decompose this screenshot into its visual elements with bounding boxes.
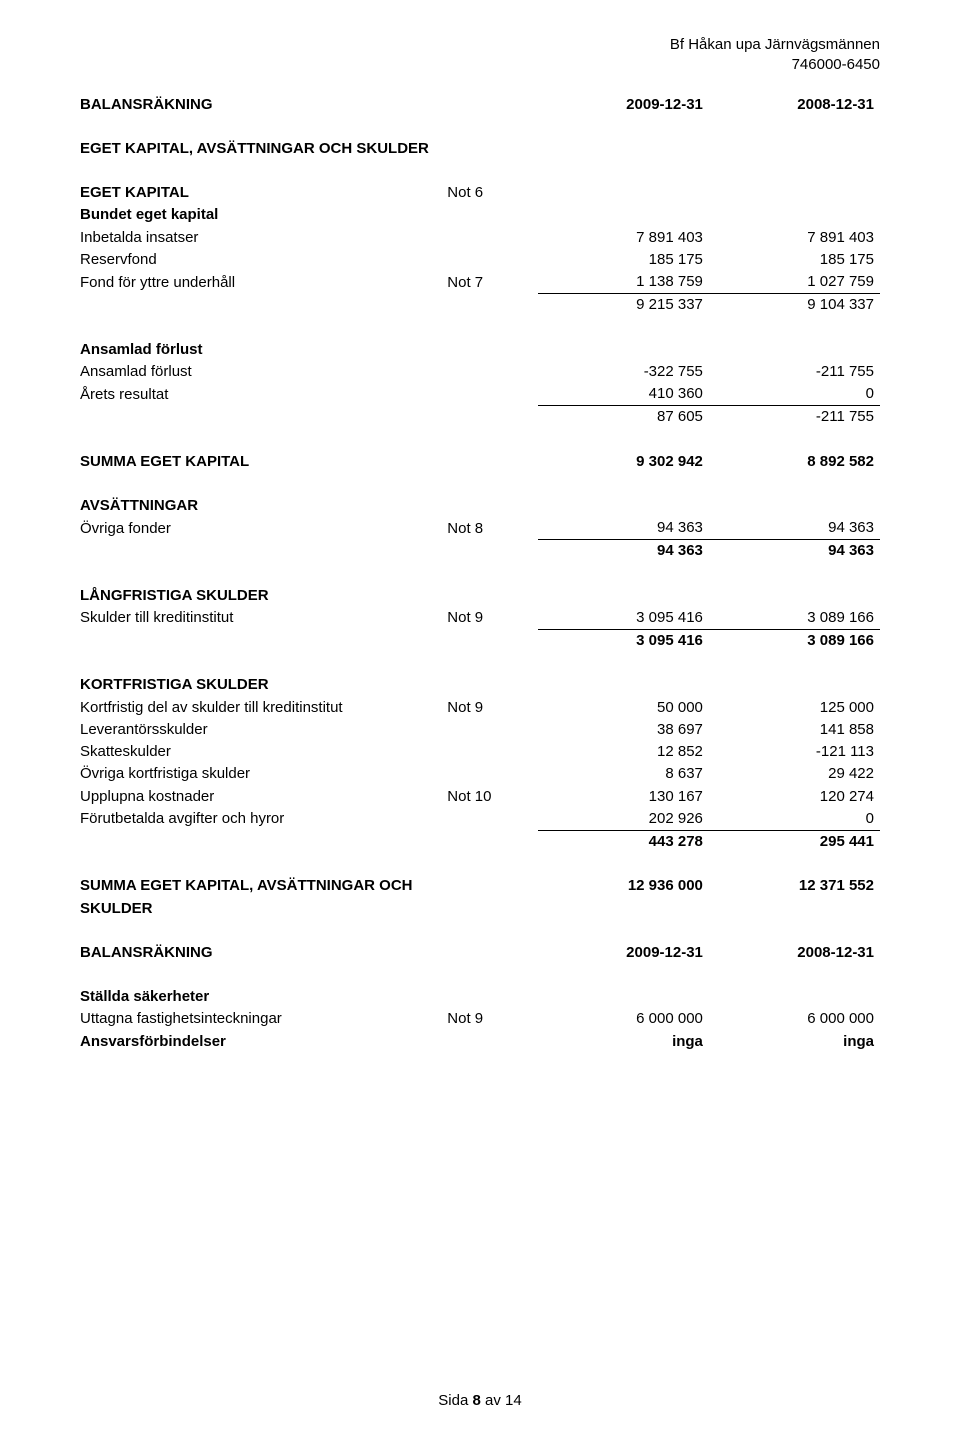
row-value: 12 852: [538, 741, 709, 763]
row-value: 130 167: [538, 786, 709, 808]
note-7: Not 7: [447, 271, 538, 294]
row-label: Förutbetalda avgifter och hyror: [80, 808, 447, 831]
row-value: 1 027 759: [709, 271, 880, 294]
row-value: -121 113: [709, 741, 880, 763]
subtotal: 9 104 337: [709, 294, 880, 317]
subtotal: 94 363: [709, 540, 880, 563]
row-value: 29 422: [709, 763, 880, 785]
row-value: 410 360: [538, 383, 709, 406]
avsattningar-title: AVSÄTTNINGAR: [80, 495, 880, 517]
kortfristiga-title: KORTFRISTIGA SKULDER: [80, 674, 880, 696]
title-balansrakning: BALANSRÄKNING: [80, 94, 447, 116]
row-label: Upplupna kostnader: [80, 786, 447, 808]
row-value: 0: [709, 383, 880, 406]
summa-total-title-l1: SUMMA EGET KAPITAL, AVSÄTTNINGAR OCH: [80, 875, 447, 897]
row-value: 8 637: [538, 763, 709, 785]
note-9b: Not 9: [447, 697, 538, 719]
subtotal: 3 095 416: [538, 630, 709, 653]
row-value: 38 697: [538, 719, 709, 741]
note-9c: Not 9: [447, 1008, 538, 1030]
footer-page: 8: [472, 1392, 480, 1409]
page-footer: Sida 8 av 14: [0, 1392, 960, 1409]
summa-eget-kapital-title: SUMMA EGET KAPITAL: [80, 451, 447, 473]
total-value: 12 936 000: [538, 875, 709, 897]
total-value: 9 302 942: [538, 451, 709, 473]
row-value: 1 138 759: [538, 271, 709, 294]
row-value: -322 755: [538, 361, 709, 383]
row-value: 0: [709, 808, 880, 831]
org-number: 746000-6450: [80, 55, 880, 75]
title-balansrakning-2: BALANSRÄKNING: [80, 942, 447, 964]
note-10: Not 10: [447, 786, 538, 808]
ansamlad-forlust-title: Ansamlad förlust: [80, 339, 880, 361]
row-value: 6 000 000: [709, 1008, 880, 1030]
subtotal: 94 363: [538, 540, 709, 563]
note-8: Not 8: [447, 517, 538, 540]
row-value: 94 363: [538, 517, 709, 540]
row-value: inga: [538, 1031, 709, 1053]
company-name: Bf Håkan upa Järnvägsmännen: [80, 35, 880, 55]
balance-table: BALANSRÄKNING 2009-12-31 2008-12-31 EGET…: [80, 94, 880, 1053]
subtotal: 295 441: [709, 831, 880, 854]
row-label: Leverantörsskulder: [80, 719, 447, 741]
note-9: Not 9: [447, 607, 538, 630]
document-header: Bf Håkan upa Järnvägsmännen 746000-6450: [80, 35, 880, 76]
summa-total-title-l2: SKULDER: [80, 898, 447, 920]
total-value: 12 371 552: [709, 875, 880, 897]
subtotal: 87 605: [538, 406, 709, 429]
section-title: EGET KAPITAL, AVSÄTTNINGAR OCH SKULDER: [80, 138, 880, 160]
row-value: 6 000 000: [538, 1008, 709, 1030]
row-label: Skatteskulder: [80, 741, 447, 763]
row-value: 141 858: [709, 719, 880, 741]
row-label: Uttagna fastighetsinteckningar: [80, 1008, 447, 1030]
note-6: Not 6: [447, 182, 538, 204]
row-value: inga: [709, 1031, 880, 1053]
row-label: Kortfristig del av skulder till kreditin…: [80, 697, 447, 719]
subtotal: -211 755: [709, 406, 880, 429]
subtotal: 443 278: [538, 831, 709, 854]
row-label: Övriga kortfristiga skulder: [80, 763, 447, 785]
date-col1-b: 2009-12-31: [538, 942, 709, 964]
stallda-sakerheter-title: Ställda säkerheter: [80, 986, 880, 1008]
row-value: 3 095 416: [538, 607, 709, 630]
date-col1: 2009-12-31: [538, 94, 709, 116]
page: Bf Håkan upa Järnvägsmännen 746000-6450 …: [0, 0, 960, 1447]
row-label: Fond för yttre underhåll: [80, 271, 447, 294]
row-value: 94 363: [709, 517, 880, 540]
row-label: Övriga fonder: [80, 517, 447, 540]
row-value: 7 891 403: [538, 227, 709, 249]
row-value: 125 000: [709, 697, 880, 719]
subtotal: 9 215 337: [538, 294, 709, 317]
row-label: Reservfond: [80, 249, 447, 271]
row-label: Inbetalda insatser: [80, 227, 447, 249]
row-label: Ansvarsförbindelser: [80, 1031, 447, 1053]
subtotal: 3 089 166: [709, 630, 880, 653]
row-value: 7 891 403: [709, 227, 880, 249]
langfristiga-title: LÅNGFRISTIGA SKULDER: [80, 585, 880, 607]
row-value: -211 755: [709, 361, 880, 383]
row-label: Årets resultat: [80, 383, 447, 406]
bundet-eget-kapital-title: Bundet eget kapital: [80, 204, 880, 226]
row-value: 185 175: [709, 249, 880, 271]
row-value: 185 175: [538, 249, 709, 271]
eget-kapital-title: EGET KAPITAL: [80, 182, 447, 204]
footer-prefix: Sida: [438, 1392, 472, 1409]
row-label: Ansamlad förlust: [80, 361, 447, 383]
footer-suffix: av 14: [481, 1392, 522, 1409]
row-value: 120 274: [709, 786, 880, 808]
row-label: Skulder till kreditinstitut: [80, 607, 447, 630]
row-value: 3 089 166: [709, 607, 880, 630]
date-col2: 2008-12-31: [709, 94, 880, 116]
row-value: 202 926: [538, 808, 709, 831]
row-value: 50 000: [538, 697, 709, 719]
date-col2-b: 2008-12-31: [709, 942, 880, 964]
total-value: 8 892 582: [709, 451, 880, 473]
